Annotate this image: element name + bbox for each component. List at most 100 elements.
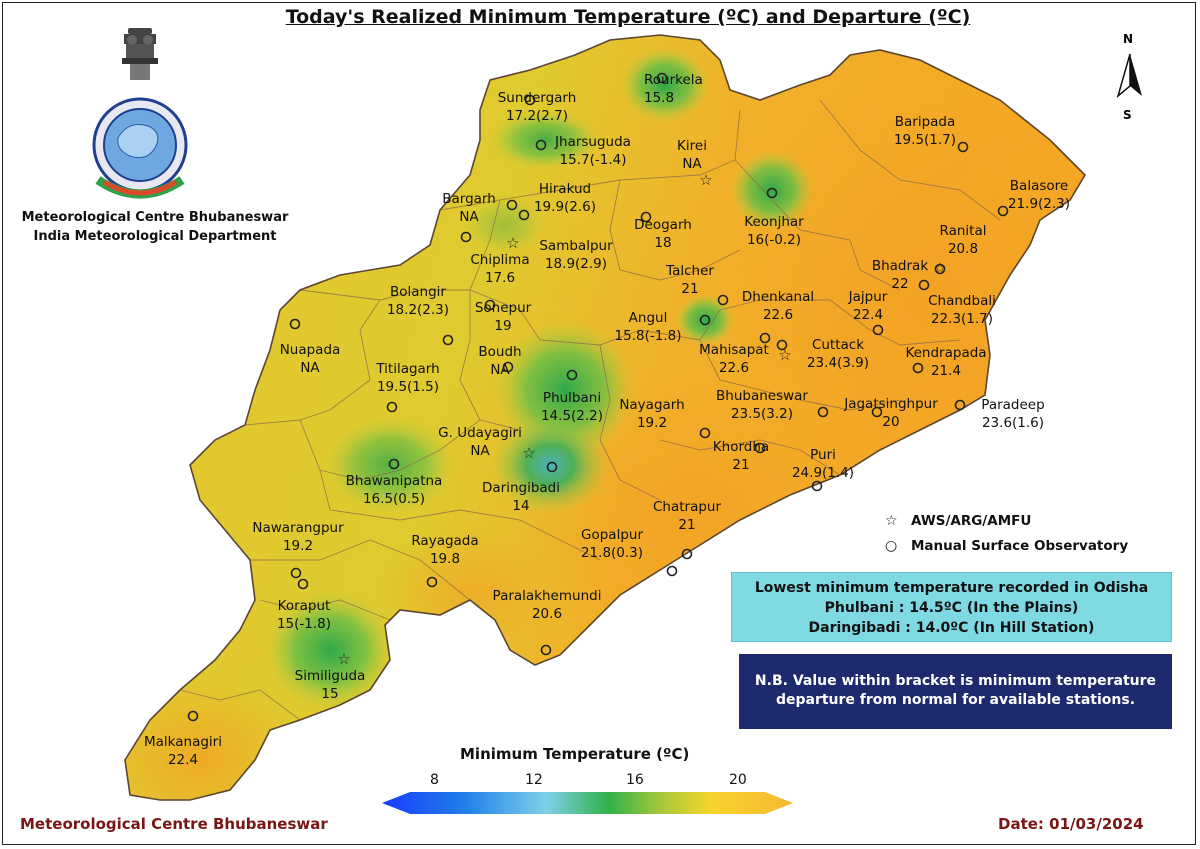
station-value: 15.8 — [644, 90, 674, 106]
station-value: 19.2 — [637, 415, 667, 431]
station-name: Rayagada — [411, 533, 478, 549]
station-value: 22 — [891, 276, 908, 292]
station-baripada: Baripada 19.5(1.7) — [894, 114, 969, 153]
circle-icon — [699, 314, 711, 326]
colorbar-tick-8: 8 — [430, 772, 439, 788]
lowest-temperature-box: Lowest minimum temperature recorded in O… — [731, 572, 1172, 642]
colorbar-tick-16: 16 — [626, 772, 644, 788]
station-chatrapur: Chatrapur 21 — [653, 499, 721, 560]
station-sundergarh: Sundergarh 17.2(2.7) — [498, 90, 577, 124]
footer-date: Date: 01/03/2024 — [998, 815, 1144, 833]
station-jharsuguda: Jharsuguda 15.7(-1.4) — [535, 134, 631, 168]
station-value: 17.6 — [485, 270, 515, 286]
station-deogarh: Deogarh 18 — [634, 211, 692, 251]
station-name: Paradeep — [981, 397, 1044, 413]
station-value: 23.6(1.6) — [982, 415, 1044, 431]
legend-manual-label: Manual Surface Observatory — [911, 538, 1129, 554]
station-value: 18 — [654, 235, 671, 251]
circle-icon — [290, 567, 302, 579]
note-line-1: N.B. Value within bracket is minimum tem… — [754, 673, 1157, 689]
lowest-line-2: Phulbani : 14.5ºC (In the Plains) — [824, 600, 1079, 616]
note-line-2: departure from normal for available stat… — [775, 692, 1136, 708]
station-koraput: Koraput 15(-1.8) — [277, 578, 331, 632]
station-name: Sundergarh — [498, 90, 577, 106]
circle-icon — [754, 442, 766, 454]
lowest-line-3: Daringibadi : 14.0ºC (In Hill Station) — [808, 620, 1095, 636]
station-name: Dhenkanal — [742, 289, 814, 305]
station-name: Chatrapur — [653, 499, 721, 515]
station-name: Balasore — [1010, 178, 1068, 194]
station-name: Paralakhemundi — [493, 588, 602, 604]
station-name: Hirakud — [539, 181, 591, 197]
station-name: Khordha — [713, 439, 769, 455]
station-value: 24.9(1.4) — [792, 465, 854, 481]
station-name: Sambalpur — [539, 238, 613, 254]
station-balasore: Balasore 21.9(2.3) — [997, 178, 1070, 217]
station-value: 19.9(2.6) — [534, 199, 596, 215]
station-bolangir: Bolangir 18.2(2.3) — [387, 284, 454, 346]
station-value: 14.5(2.2) — [541, 408, 603, 424]
station-ranital: Ranital 20.8 — [934, 223, 986, 275]
station-name: Nawarangpur — [252, 520, 344, 536]
station-name: Puri — [810, 447, 836, 463]
station-value: 21.8(0.3) — [581, 545, 643, 561]
station-layer: Sundergarh 17.2(2.7) Rourkela 15.8 Jharsugud… — [144, 72, 1070, 768]
station-value: 22.6 — [763, 307, 793, 323]
station-value: 19.5(1.5) — [377, 379, 439, 395]
circle-icon — [518, 209, 530, 221]
circle-icon — [656, 72, 668, 84]
station-value: 15.7(-1.4) — [560, 152, 627, 168]
star-icon: ☆ — [699, 171, 712, 189]
station-value: 20.6 — [532, 606, 562, 622]
station-keonjhar: Keonjhar 16(-0.2) — [744, 187, 804, 248]
station-angul: Angul 15.8(-1.8) — [615, 310, 711, 344]
circle-icon — [640, 211, 652, 223]
circle-icon — [187, 710, 199, 722]
station-name: Talcher — [665, 263, 714, 279]
station-value: 20 — [882, 414, 899, 430]
star-icon: ☆ — [933, 259, 946, 277]
circle-icon — [506, 199, 518, 211]
station-khordha: Khordha 21 — [713, 439, 769, 473]
station-value: 14 — [512, 498, 529, 514]
station-name: Phulbani — [543, 390, 601, 406]
station-name: Deogarh — [634, 217, 692, 233]
station-value: 22.4 — [168, 752, 198, 768]
circle-icon — [442, 334, 454, 346]
circle-icon — [766, 187, 778, 199]
compass-north-label: N — [1123, 32, 1134, 46]
circle-icon — [386, 401, 398, 413]
colorbar-tick-12: 12 — [525, 772, 543, 788]
station-value: 21 — [678, 517, 695, 533]
circle-icon — [502, 361, 514, 373]
station-bhubaneswar: Bhubaneswar 23.5(3.2) — [716, 388, 829, 422]
station-value: 16.5(0.5) — [363, 491, 425, 507]
station-name: Mahisapat — [699, 342, 769, 358]
station-value: 19 — [494, 318, 511, 334]
station-paralakhemundi: Paralakhemundi 20.6 — [493, 588, 602, 656]
station-value: 21.4 — [931, 363, 961, 379]
org-name: Meteorological Centre Bhubaneswar — [21, 210, 289, 225]
station-phulbani: Phulbani 14.5(2.2) — [541, 369, 603, 424]
station-value: 23.5(3.2) — [731, 406, 793, 422]
station-malkanagiri: Malkanagiri 22.4 — [144, 710, 222, 768]
station-name: Angul — [629, 310, 668, 326]
station-name: Jharsuguda — [554, 134, 631, 150]
station-value: 19.2 — [283, 538, 313, 554]
station-titilagarh: Titilagarh 19.5(1.5) — [375, 361, 440, 413]
circle-icon — [871, 406, 883, 418]
station-name: Bhadrak — [872, 258, 928, 274]
circle-icon — [540, 644, 552, 656]
station-name: Rourkela — [644, 72, 703, 88]
north-arrow: N S — [1108, 30, 1148, 125]
station-name: Cuttack — [812, 337, 864, 353]
circle-icon — [957, 141, 969, 153]
station-kendrapada: Kendrapada 21.4 — [905, 345, 986, 379]
station-bhawanipatna: Bhawanipatna 16.5(0.5) — [346, 458, 442, 507]
station-similiguda: ☆Similiguda 15 — [295, 650, 366, 702]
circle-icon — [934, 263, 946, 275]
circle-icon — [460, 231, 472, 243]
station-hirakud: Hirakud 19.9(2.6) — [518, 181, 596, 221]
station-nayagarh: Nayagarh 19.2 — [619, 397, 711, 439]
